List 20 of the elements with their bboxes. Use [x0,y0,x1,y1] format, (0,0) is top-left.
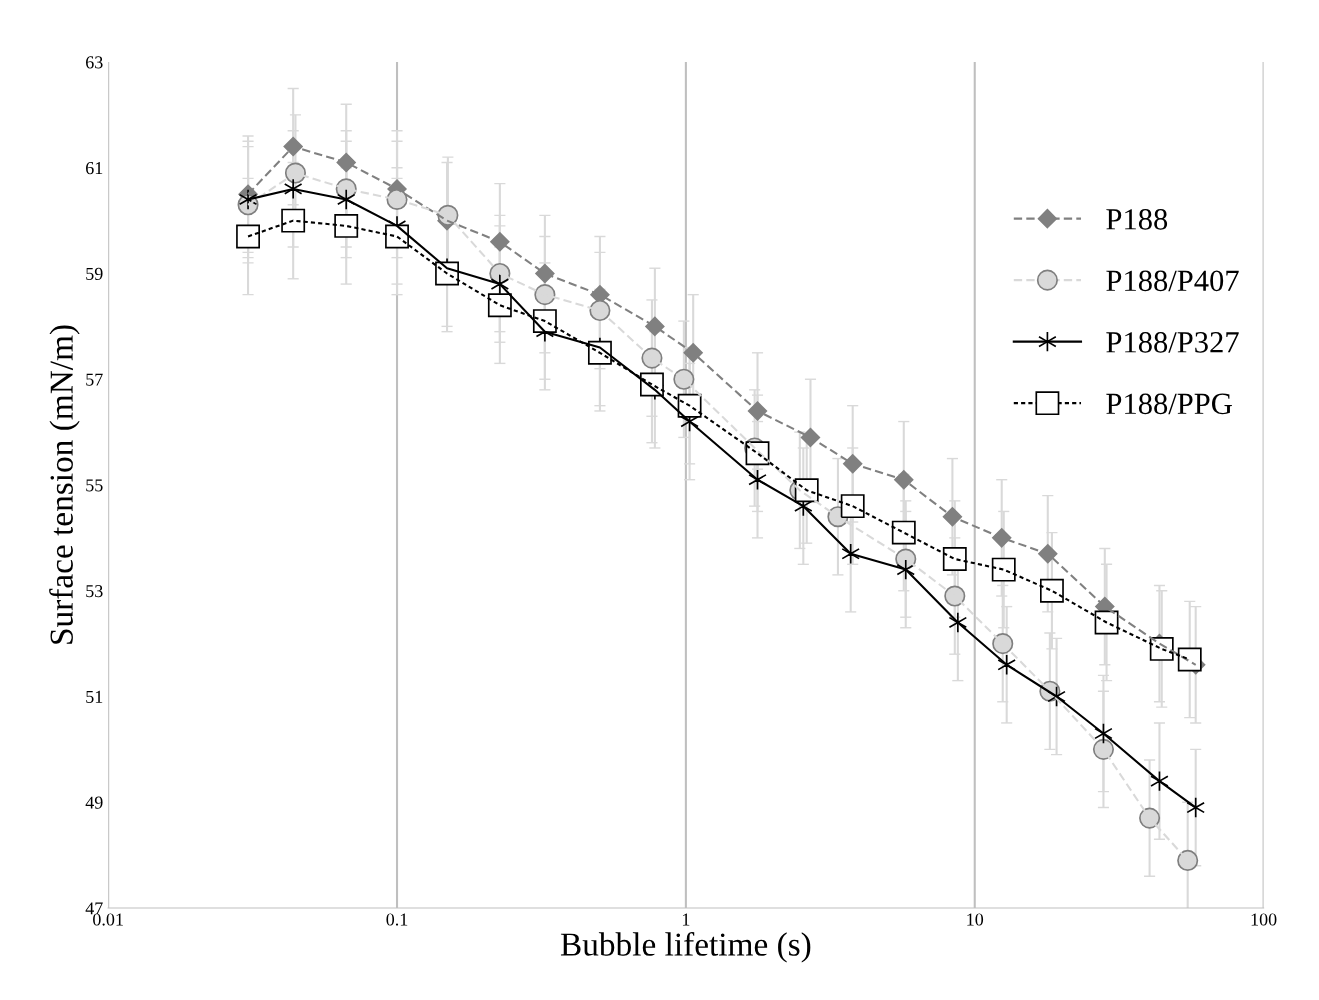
legend-label: P188/P407 [1106,270,1239,292]
x-tick-label: 0.01 [93,913,123,926]
y-tick-label: 55 [86,479,103,492]
y-tick-label: 49 [85,796,103,809]
y-axis-title: Surface tension (mN/m) [49,325,80,644]
y-tick-label: 59 [86,267,103,280]
y-tick-label: 47 [85,902,103,915]
y-tick-label: 51 [86,690,103,703]
y-tick-label: 61 [86,162,103,175]
x-tick-label: 1 [682,913,690,926]
y-tick-label: 53 [86,585,103,598]
x-tick-label: 0.1 [386,913,408,926]
legend-label: P188/P327 [1106,332,1239,353]
x-axis-title: Bubble lifetime (s) [560,932,811,963]
x-tick-label: 100 [1251,913,1277,926]
y-tick-label: 63 [86,56,103,69]
legend-label: P188 [1106,209,1168,230]
legend-label: P188/PPG [1106,393,1232,415]
y-tick-label: 57 [86,373,103,386]
x-tick-label: 10 [967,913,984,926]
